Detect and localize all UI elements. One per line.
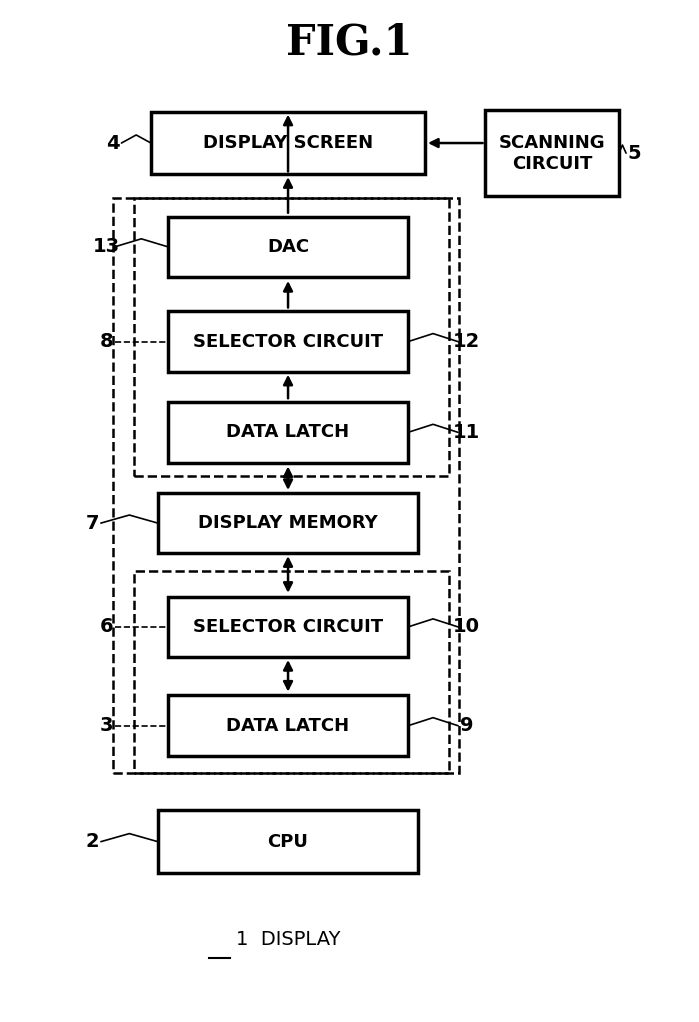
Bar xyxy=(151,111,425,175)
Text: 9: 9 xyxy=(459,716,473,735)
Text: DISPLAY MEMORY: DISPLAY MEMORY xyxy=(198,514,377,532)
Bar xyxy=(158,810,418,873)
Bar xyxy=(158,493,418,553)
Text: SELECTOR CIRCUIT: SELECTOR CIRCUIT xyxy=(193,618,383,636)
Text: 2: 2 xyxy=(86,832,99,851)
Text: SELECTOR CIRCUIT: SELECTOR CIRCUIT xyxy=(193,332,383,351)
Text: FIG.1: FIG.1 xyxy=(287,21,412,63)
Text: SCANNING
CIRCUIT: SCANNING CIRCUIT xyxy=(498,134,605,173)
Text: 13: 13 xyxy=(93,237,120,257)
Text: CPU: CPU xyxy=(268,833,308,850)
Text: 7: 7 xyxy=(86,514,99,532)
Text: 4: 4 xyxy=(106,134,120,152)
Text: 12: 12 xyxy=(452,332,480,352)
Bar xyxy=(134,571,449,773)
Text: DISPLAY SCREEN: DISPLAY SCREEN xyxy=(203,134,373,152)
Text: 6: 6 xyxy=(99,617,113,637)
Bar xyxy=(113,198,459,773)
Bar xyxy=(485,110,619,196)
Bar xyxy=(168,696,408,756)
Text: 5: 5 xyxy=(627,144,640,162)
Bar xyxy=(168,312,408,372)
Bar xyxy=(168,217,408,277)
Text: 3: 3 xyxy=(99,716,113,735)
Text: DATA LATCH: DATA LATCH xyxy=(226,423,350,442)
Text: DATA LATCH: DATA LATCH xyxy=(226,716,350,735)
Text: 8: 8 xyxy=(99,332,113,352)
Text: 11: 11 xyxy=(452,423,480,442)
Bar xyxy=(168,597,408,657)
Bar xyxy=(134,198,449,475)
Text: 10: 10 xyxy=(452,617,480,637)
Text: 1  DISPLAY: 1 DISPLAY xyxy=(236,930,340,949)
Text: DAC: DAC xyxy=(267,238,309,256)
Bar xyxy=(168,402,408,463)
